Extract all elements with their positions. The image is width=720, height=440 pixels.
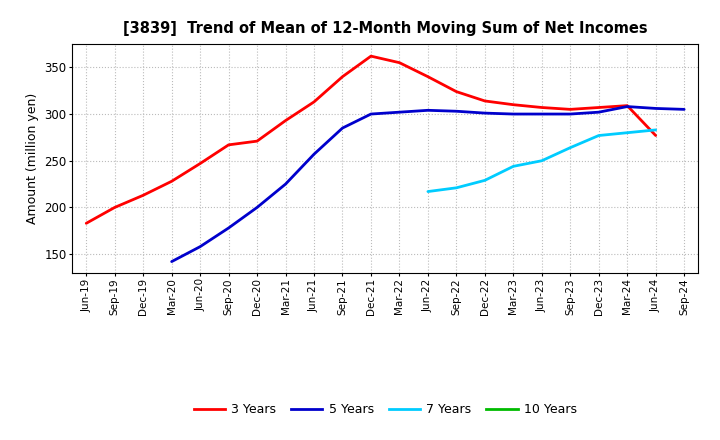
5 Years	[225, 225, 233, 231]
5 Years	[509, 111, 518, 117]
5 Years	[253, 205, 261, 210]
3 Years	[110, 205, 119, 210]
3 Years	[139, 193, 148, 198]
5 Years	[167, 259, 176, 264]
3 Years	[623, 103, 631, 108]
Legend: 3 Years, 5 Years, 7 Years, 10 Years: 3 Years, 5 Years, 7 Years, 10 Years	[189, 398, 582, 421]
5 Years	[623, 104, 631, 109]
5 Years	[338, 125, 347, 131]
5 Years	[480, 110, 489, 116]
3 Years	[196, 161, 204, 166]
3 Years	[566, 107, 575, 112]
3 Years	[595, 105, 603, 110]
3 Years	[509, 102, 518, 107]
5 Years	[196, 244, 204, 249]
5 Years	[395, 110, 404, 115]
5 Years	[652, 106, 660, 111]
7 Years	[537, 158, 546, 163]
3 Years	[167, 179, 176, 184]
5 Years	[452, 109, 461, 114]
3 Years	[452, 89, 461, 94]
7 Years	[423, 189, 432, 194]
5 Years	[566, 111, 575, 117]
7 Years	[595, 133, 603, 138]
7 Years	[452, 185, 461, 191]
3 Years	[253, 139, 261, 144]
Title: [3839]  Trend of Mean of 12-Month Moving Sum of Net Incomes: [3839] Trend of Mean of 12-Month Moving …	[123, 21, 647, 36]
Line: 3 Years: 3 Years	[86, 56, 656, 224]
3 Years	[423, 74, 432, 79]
3 Years	[225, 142, 233, 147]
5 Years	[537, 111, 546, 117]
5 Years	[366, 111, 375, 117]
5 Years	[595, 110, 603, 115]
3 Years	[282, 118, 290, 123]
5 Years	[680, 107, 688, 112]
3 Years	[366, 54, 375, 59]
Line: 5 Years: 5 Years	[171, 106, 684, 262]
3 Years	[480, 98, 489, 103]
3 Years	[310, 99, 318, 105]
3 Years	[82, 221, 91, 226]
5 Years	[310, 151, 318, 157]
3 Years	[338, 74, 347, 79]
3 Years	[652, 133, 660, 138]
7 Years	[652, 127, 660, 132]
3 Years	[537, 105, 546, 110]
7 Years	[509, 164, 518, 169]
7 Years	[480, 178, 489, 183]
5 Years	[423, 108, 432, 113]
5 Years	[282, 181, 290, 187]
Line: 7 Years: 7 Years	[428, 130, 656, 191]
3 Years	[395, 60, 404, 65]
Y-axis label: Amount (million yen): Amount (million yen)	[26, 93, 39, 224]
7 Years	[566, 145, 575, 150]
